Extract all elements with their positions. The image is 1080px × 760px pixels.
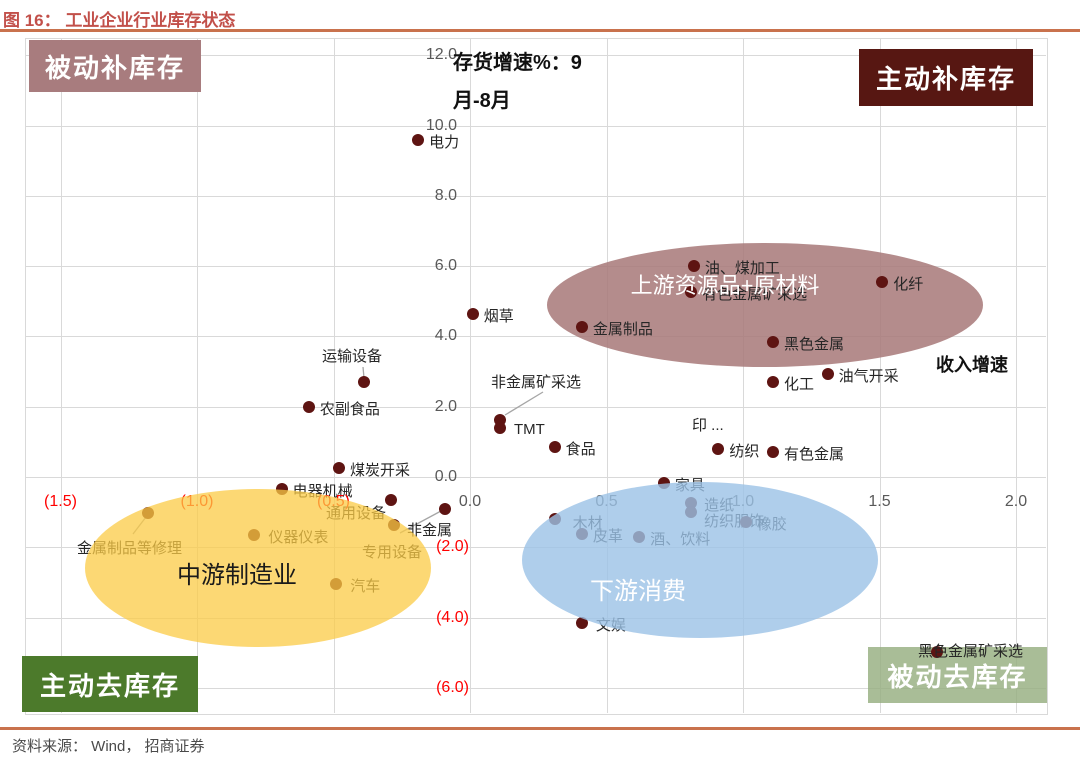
data-point [439, 502, 452, 515]
horizontal-gridline [25, 406, 1046, 408]
point-label: 运输设备 [322, 348, 383, 365]
group-label-downstream: 下游消费 [590, 578, 686, 605]
point-label: 有色金属 [784, 445, 845, 463]
point-label: 金属制品 [592, 320, 653, 338]
data-point [494, 421, 507, 434]
quadrant-active-restock: 主动补库存 [859, 49, 1033, 106]
group-ellipse [522, 482, 878, 638]
vertical-gridline [879, 38, 881, 713]
point-label: 烟草 [483, 307, 514, 325]
y-tick-label: 4.0 [434, 327, 457, 345]
point-label: 煤炭开采 [349, 461, 410, 479]
vertical-gridline [333, 38, 335, 713]
x-tick-label: 0.0 [458, 493, 482, 510]
horizontal-gridline [25, 125, 1046, 127]
title-divider-line [0, 29, 1080, 32]
point-label: 纺织 [729, 442, 760, 460]
data-point [466, 307, 479, 320]
point-label: 有色金属矿采选 [702, 285, 808, 303]
x-tick-label: 1.5 [868, 493, 891, 510]
data-point [575, 320, 588, 333]
y-tick-label: 8.0 [434, 186, 457, 204]
horizontal-gridline [25, 477, 1046, 478]
data-point [821, 368, 834, 380]
horizontal-gridline [25, 266, 1046, 268]
label-leader-line [504, 391, 544, 416]
point-label: 油、煤加工 [704, 260, 780, 278]
y-tick-label: 0.0 [434, 468, 457, 485]
point-label: TMT [514, 420, 545, 438]
group-ellipse [85, 489, 431, 647]
data-point [876, 275, 889, 288]
data-point [687, 260, 700, 273]
y-tick-label: 10.0 [425, 116, 457, 134]
point-label: 农副食品 [319, 400, 380, 418]
data-point [767, 376, 780, 389]
horizontal-gridline [25, 195, 1046, 197]
horizontal-gridline [25, 617, 1046, 619]
data-point [930, 646, 943, 659]
point-label: 食品 [565, 441, 596, 459]
vertical-gridline [1016, 38, 1017, 713]
point-label: 黑色金属 [784, 336, 845, 354]
x-tick-label: (1.5) [44, 493, 77, 510]
quadrant-passive-destock: 被动去库存 [868, 647, 1047, 703]
figure-title: 图 16： 工业企业行业库存状态 [3, 11, 236, 30]
horizontal-gridline [25, 55, 1046, 57]
y-tick-label: 12.0 [425, 46, 457, 64]
data-point [302, 400, 315, 413]
data-point [767, 336, 780, 349]
quadrant-active-destock: 主动去库存 [22, 656, 198, 712]
data-point [685, 285, 698, 298]
y-tick-label: (6.0) [436, 678, 469, 696]
data-source-note: 资料来源： Wind， 招商证券 [12, 738, 205, 755]
data-point [332, 461, 345, 474]
y-axis-title: 存货增速%：9月-8月 [453, 52, 582, 112]
footer-divider-line [0, 727, 1080, 730]
y-tick-label: (4.0) [436, 608, 469, 626]
data-point [767, 445, 780, 458]
group-ellipse [547, 243, 983, 367]
group-label-midstream: 中游制造业 [177, 562, 297, 589]
vertical-gridline [743, 38, 744, 713]
point-label: 电力 [429, 133, 460, 151]
point-label: 非金属矿采选 [491, 374, 582, 391]
y-tick-label: 6.0 [434, 257, 457, 275]
vertical-gridline [470, 38, 471, 713]
plot-area-frame [25, 38, 1048, 715]
quadrant-passive-restock: 被动补库存 [29, 40, 201, 92]
data-point [412, 133, 425, 146]
y-tick-label: 2.0 [434, 397, 457, 415]
x-axis-title: 收入增速 [936, 355, 1008, 375]
data-point [548, 441, 561, 454]
vertical-gridline [197, 38, 198, 713]
data-point [357, 376, 370, 389]
data-point [384, 493, 397, 506]
horizontal-gridline [25, 336, 1046, 338]
point-label: 油气开采 [838, 368, 899, 385]
point-label: 化工 [784, 376, 815, 394]
vertical-gridline [606, 38, 608, 713]
point-label: 化纤 [893, 275, 924, 293]
y-tick-label: (2.0) [436, 538, 469, 556]
point-label: 非金属 [407, 522, 453, 539]
x-tick-label: 2.0 [1004, 493, 1028, 510]
data-point [712, 442, 725, 455]
group-label-upstream: 上游资源品+原材料 [630, 273, 820, 298]
horizontal-gridline [25, 687, 1046, 689]
point-label: 黑色金属矿采选 [918, 643, 1024, 660]
annotation-label: 印 ... [692, 417, 724, 434]
vertical-gridline [60, 38, 62, 713]
